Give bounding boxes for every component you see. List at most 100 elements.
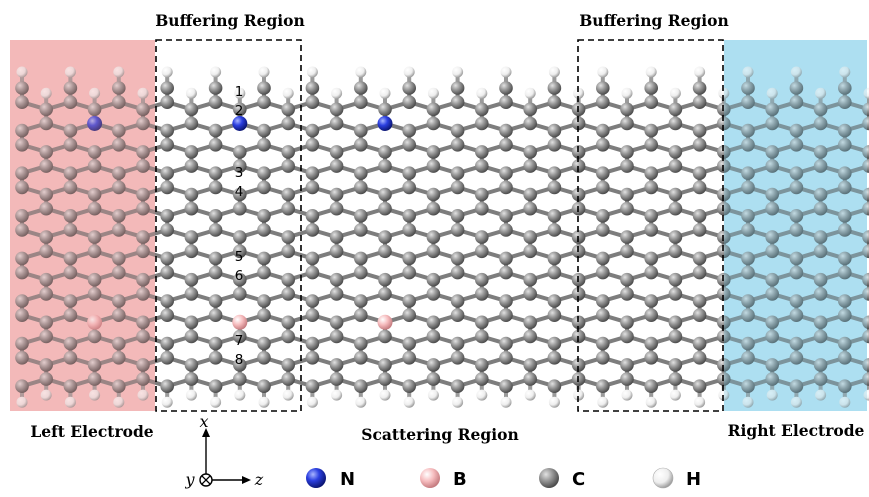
carbon-atom: [451, 294, 465, 308]
carbon-atom: [644, 294, 658, 308]
carbon-atom: [354, 308, 368, 322]
carbon-atom: [499, 379, 513, 393]
carbon-atom: [209, 124, 223, 138]
hydrogen-atom: [210, 397, 221, 408]
carbon-atom: [209, 308, 223, 322]
carbon-atom: [523, 145, 537, 159]
carbon-atom: [475, 145, 489, 159]
carbon-atom: [378, 273, 392, 287]
carbon-atom: [596, 308, 610, 322]
carbon-atom: [427, 188, 441, 202]
carbon-atom: [281, 202, 295, 216]
carbon-atom: [644, 166, 658, 180]
carbon-atom: [160, 252, 174, 266]
carbon-atom: [378, 230, 392, 244]
carbon-atom: [306, 166, 320, 180]
hydrogen-atom: [525, 390, 536, 401]
carbon-atom: [669, 159, 683, 173]
carbon-atom: [427, 358, 441, 372]
carbon-atom: [499, 166, 513, 180]
hydrogen-atom: [331, 88, 342, 99]
carbon-atom: [499, 81, 513, 95]
carbon-atom: [209, 351, 223, 365]
carbon-legend-icon: [539, 468, 559, 488]
nitrogen-atom: [378, 116, 393, 131]
carbon-atom: [475, 159, 489, 173]
carbon-atom: [185, 316, 199, 330]
carbon-atom: [499, 95, 513, 109]
carbon-atom: [354, 209, 368, 223]
hydrogen-atom: [186, 390, 197, 401]
scattering-region-label: Scattering Region: [361, 425, 519, 444]
carbon-atom: [475, 330, 489, 344]
carbon-atom: [499, 308, 513, 322]
buffering-region-right-label: Buffering Region: [579, 11, 729, 30]
carbon-atom: [523, 230, 537, 244]
carbon-atom: [596, 209, 610, 223]
carbon-atom: [669, 316, 683, 330]
carbon-atom: [499, 266, 513, 280]
carbon-atom: [451, 124, 465, 138]
carbon-atom: [548, 337, 562, 351]
carbon-atom: [185, 103, 199, 117]
carbon-atom: [548, 124, 562, 138]
carbon-atom: [402, 138, 416, 152]
carbon-atom: [209, 181, 223, 195]
carbon-atom: [281, 117, 295, 131]
carbon-atom: [693, 209, 707, 223]
carbon-atom: [451, 138, 465, 152]
carbon-atom: [402, 209, 416, 223]
carbon-atom: [281, 358, 295, 372]
hydrogen-atom: [670, 390, 681, 401]
carbon-atom: [330, 372, 344, 386]
carbon-atom: [451, 351, 465, 365]
carbon-atom: [475, 358, 489, 372]
carbon-atom: [257, 166, 271, 180]
hydrogen-atom: [525, 88, 536, 99]
carbon-atom: [669, 330, 683, 344]
hydrogen-atom: [355, 67, 366, 78]
carbon-atom: [693, 166, 707, 180]
carbon-atom: [402, 379, 416, 393]
carbon-atom: [402, 252, 416, 266]
carbon-atom: [499, 209, 513, 223]
carbon-atom: [378, 245, 392, 259]
carbon-atom: [257, 308, 271, 322]
carbon-atom: [548, 223, 562, 237]
carbon-atom: [160, 294, 174, 308]
carbon-atom: [475, 117, 489, 131]
carbon-atom: [548, 266, 562, 280]
carbon-atom: [523, 358, 537, 372]
carbon-atom: [499, 337, 513, 351]
carbon-atom: [354, 351, 368, 365]
carbon-atom: [330, 245, 344, 259]
hydrogen-atom: [428, 88, 439, 99]
carbon-atom: [693, 266, 707, 280]
carbon-atom: [185, 117, 199, 131]
hydrogen-atom: [428, 390, 439, 401]
z-axis-arrowhead: [242, 476, 251, 484]
carbon-atom: [620, 117, 634, 131]
carbon-atom: [257, 252, 271, 266]
carbon-atom: [281, 273, 295, 287]
carbon-atom: [451, 181, 465, 195]
carbon-atom: [596, 124, 610, 138]
site-number-8: 8: [235, 352, 244, 368]
z-axis-label: z: [254, 470, 264, 489]
carbon-atom: [451, 337, 465, 351]
carbon-atom: [427, 117, 441, 131]
carbon-atom: [281, 287, 295, 301]
carbon-atom: [257, 95, 271, 109]
carbon-atom: [427, 330, 441, 344]
carbon-atom: [402, 266, 416, 280]
carbon-atom: [523, 188, 537, 202]
carbon-atom: [451, 209, 465, 223]
carbon-atom: [644, 337, 658, 351]
hydrogen-atom: [307, 67, 318, 78]
carbon-atom: [451, 308, 465, 322]
carbon-atom: [209, 252, 223, 266]
carbon-atom: [378, 145, 392, 159]
carbon-atom: [548, 138, 562, 152]
hydrogen-atom: [259, 397, 270, 408]
hydrogen-atom: [355, 397, 366, 408]
